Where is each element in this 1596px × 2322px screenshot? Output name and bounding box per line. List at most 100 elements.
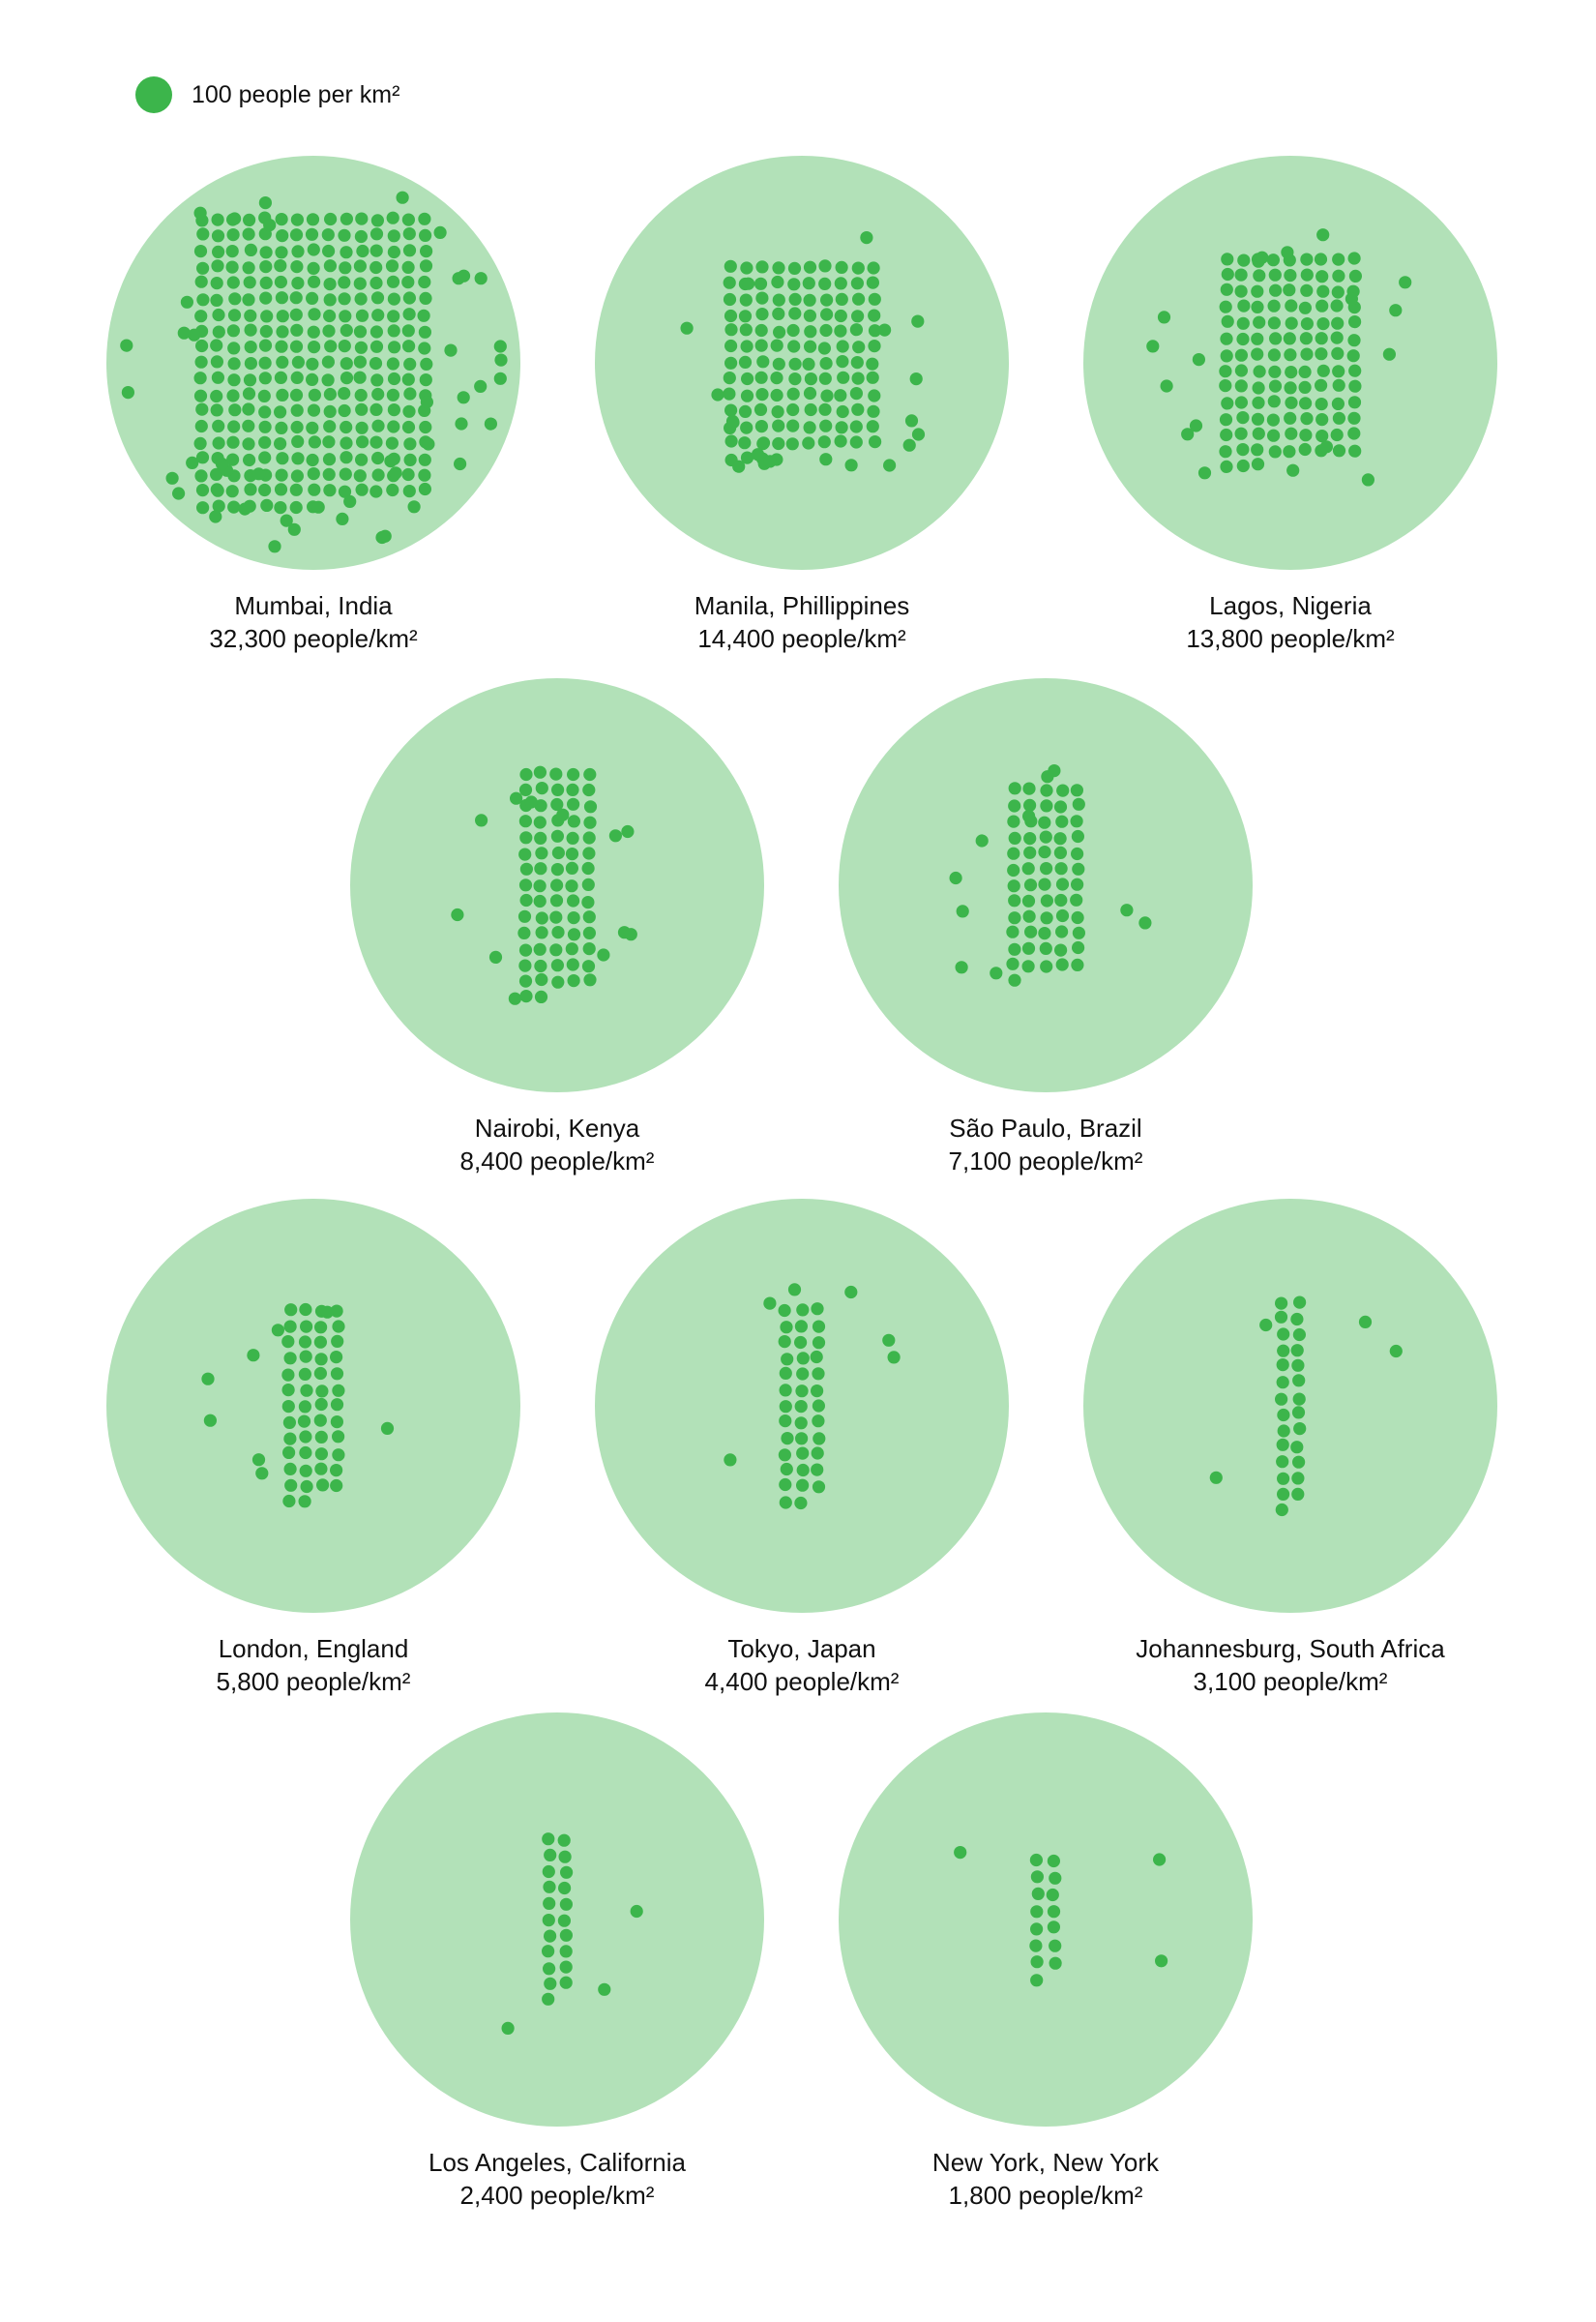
population-dot — [796, 1463, 810, 1477]
population-dot — [226, 453, 240, 466]
population-dot — [1253, 269, 1266, 283]
city-name: New York, New York — [931, 2148, 1160, 2177]
population-dot — [630, 1904, 643, 1919]
population-dot — [1055, 925, 1069, 938]
population-dot — [866, 420, 879, 433]
city-panel-lagos: Lagos, Nigeria 13,800 people/km² — [1078, 150, 1503, 655]
population-dot — [723, 276, 736, 289]
population-dot — [1316, 284, 1330, 298]
population-dot — [289, 483, 303, 496]
population-dot — [315, 1384, 329, 1398]
population-dot — [1251, 412, 1265, 426]
population-dot — [1298, 301, 1312, 314]
population-dot — [1022, 782, 1036, 795]
population-dot — [770, 388, 783, 402]
city-circle-johannesburg — [1083, 1199, 1497, 1613]
population-dot — [1299, 429, 1313, 442]
population-dot — [581, 861, 595, 876]
population-dot — [1029, 1853, 1043, 1867]
population-dot — [804, 325, 817, 339]
city-circle-mumbai — [106, 156, 520, 570]
population-dot — [1251, 332, 1264, 345]
population-dot — [340, 357, 353, 371]
population-dot — [1292, 1392, 1306, 1406]
population-dot — [388, 341, 401, 354]
population-dot — [837, 371, 850, 384]
city-panel-tokyo: Tokyo, Japan 4,400 people/km² — [589, 1193, 1015, 1698]
population-dot — [212, 419, 225, 432]
population-dot — [566, 831, 579, 845]
population-dot — [1008, 894, 1021, 908]
population-dot — [420, 396, 433, 409]
population-dot — [1221, 267, 1234, 282]
population-dot — [402, 308, 416, 321]
population-dot — [1268, 445, 1282, 459]
population-dot — [353, 259, 367, 273]
population-dot — [276, 310, 289, 323]
population-dot — [581, 878, 595, 891]
population-dot — [1008, 973, 1021, 987]
population-dot — [543, 1896, 556, 1910]
city-density: 8,400 people/km² — [459, 1146, 655, 1176]
population-dot — [567, 767, 580, 782]
city-circle-new-york — [839, 1712, 1253, 2127]
population-dot — [1275, 1503, 1288, 1517]
population-dot — [290, 420, 304, 434]
population-dot — [210, 467, 223, 481]
population-dot — [535, 782, 548, 795]
population-dot — [274, 501, 287, 515]
population-dot — [550, 829, 564, 843]
population-dot — [369, 340, 384, 353]
population-dot — [1220, 332, 1233, 345]
population-dot — [353, 355, 367, 369]
city-density: 14,400 people/km² — [697, 624, 906, 653]
population-dot — [282, 1494, 296, 1508]
city-circle-lagos — [1083, 156, 1497, 570]
population-dot — [1189, 419, 1203, 432]
population-dot — [1315, 430, 1329, 443]
population-dot — [796, 1367, 810, 1381]
population-dot — [307, 261, 320, 275]
population-dot — [811, 1446, 824, 1460]
city-panel-london: London, England 5,800 people/km² — [101, 1193, 526, 1698]
population-dot — [1221, 314, 1234, 328]
population-dot — [518, 848, 532, 861]
population-dot — [1023, 846, 1037, 859]
population-dot — [1008, 782, 1021, 795]
population-dot — [369, 244, 383, 257]
population-dot — [369, 325, 383, 339]
population-dot — [844, 459, 858, 472]
population-dot — [401, 260, 415, 274]
population-dot — [867, 404, 880, 418]
population-dot — [820, 293, 834, 307]
population-dot — [1315, 378, 1328, 392]
population-dot — [866, 276, 879, 289]
city-label: Nairobi, Kenya 8,400 people/km² — [344, 1112, 770, 1177]
population-dot — [307, 403, 321, 417]
population-dot — [323, 293, 337, 307]
population-dot — [386, 483, 399, 497]
population-dot — [534, 831, 547, 845]
population-dot — [195, 339, 209, 353]
population-dot — [567, 928, 581, 941]
population-dot — [210, 389, 223, 403]
population-dot — [803, 260, 817, 274]
population-dot — [739, 293, 753, 307]
population-dot — [420, 357, 433, 371]
population-dot — [369, 227, 384, 241]
population-dot — [1030, 1922, 1044, 1936]
population-dot — [281, 1368, 295, 1382]
population-dot — [519, 862, 533, 876]
population-dot — [849, 387, 863, 401]
population-dot — [255, 1467, 269, 1480]
population-dot — [1053, 832, 1067, 846]
population-dot — [1347, 411, 1361, 425]
population-dot — [257, 389, 271, 402]
population-dot — [289, 308, 303, 321]
population-dot — [1315, 332, 1328, 345]
population-dot — [195, 451, 210, 464]
population-dot — [258, 451, 272, 464]
city-label: Lagos, Nigeria 13,800 people/km² — [1078, 589, 1503, 655]
population-dot — [228, 403, 242, 417]
city-background-circle — [839, 1712, 1253, 2127]
